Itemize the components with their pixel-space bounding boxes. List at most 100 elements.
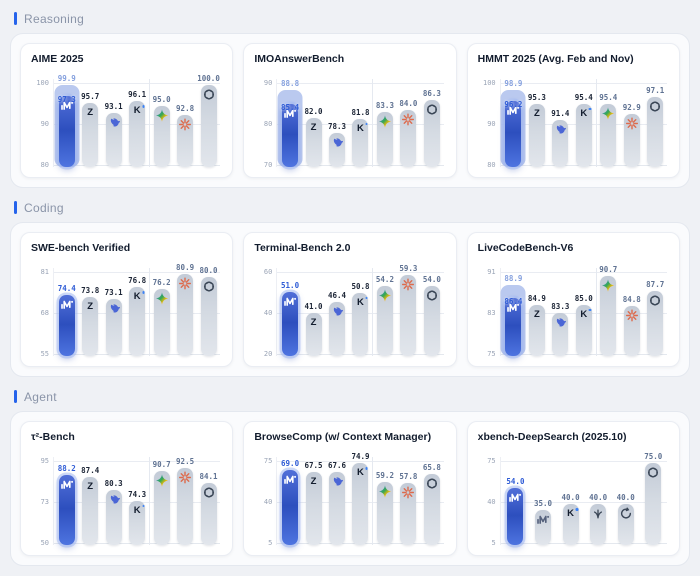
bar-slot: 80.3 — [102, 447, 125, 545]
y-tick-label: 95 — [40, 457, 49, 465]
deepseek-logo-icon — [331, 305, 344, 318]
value-label: 54.2 — [375, 274, 394, 284]
chart-card-imoanswerbench: IMOAnswerBench 90 80 70 88.8 85.4 Z 82.0 78.3 K 81… — [243, 43, 457, 178]
bar-slot: 84.1 — [197, 447, 220, 545]
bar — [376, 112, 393, 167]
y-tick-label: 90 — [487, 120, 496, 128]
bar — [623, 305, 640, 356]
gridline — [276, 83, 444, 84]
bar-slot: K 96.1 — [125, 69, 148, 167]
bar-slot: 69.0 — [278, 447, 301, 545]
value-label: 92.9 — [622, 103, 641, 113]
bar-slot: 40.0 — [612, 447, 640, 545]
gridline — [499, 272, 667, 273]
value-label: 87.4 — [81, 465, 100, 475]
chart-card-xbench-deepsearch-2025-10: xbench-DeepSearch (2025.10) 75 40 5 54.0 35.0… — [466, 421, 680, 556]
claude-logo-icon — [625, 309, 638, 322]
bar-slot: 54.2 — [373, 258, 396, 356]
y-axis-line — [53, 79, 54, 167]
chart-plot: 100 90 80 98.9 96.2 Z 95.3 91.4 K 95.4 95.4 92.9 97.… — [478, 69, 669, 169]
y-tick-label: 40 — [263, 309, 273, 317]
ghost-value-label: 88.9 — [504, 273, 523, 283]
value-label: 74.3 — [128, 489, 147, 499]
claude-logo-icon — [402, 486, 415, 499]
value-label: 96.2 — [504, 99, 523, 109]
bar: Z — [82, 296, 99, 356]
cycle-logo-icon — [619, 507, 632, 520]
bar-slot: Z 82.0 — [302, 69, 325, 167]
value-label: 59.2 — [375, 470, 394, 480]
chart-plot: 100 90 80 99.9 97.3 Z 95.7 93.1 K 96.1 95.0 92.8 100… — [31, 69, 222, 169]
value-label: 40.0 — [616, 493, 635, 502]
bar-slot: 80.9 — [173, 258, 196, 356]
bar: Z — [305, 471, 322, 545]
bar — [600, 103, 617, 167]
bar — [623, 114, 640, 167]
chart-title: BrowseComp (w/ Context Manager) — [254, 431, 432, 443]
section-reasoning: Reasoning AIME 2025 100 90 80 99.9 97.3 Z 95.7 93… — [10, 10, 690, 188]
value-label: 78.3 — [327, 121, 347, 131]
value-label: 90.7 — [599, 264, 618, 274]
bar-slot: 35.0 — [529, 447, 557, 545]
chart-card-livecodebench-v6: LiveCodeBench-V6 91 83 75 88.9 86.4 Z 84.9 83.3 K… — [466, 232, 680, 367]
bar — [617, 504, 634, 545]
bar-slot: K 81.8 — [349, 69, 372, 167]
chart-plot: 95 73 50 88.2 Z 87.4 80.3 K 74.3 90.7 92.5 84.1 — [31, 447, 222, 547]
bar-slot: 73.1 — [102, 258, 125, 356]
value-label: 85.0 — [574, 293, 593, 303]
y-axis-line — [499, 457, 501, 545]
openai-logo-icon — [649, 294, 662, 307]
bar-slot: 92.5 — [173, 447, 196, 545]
y-tick-label: 80 — [263, 120, 273, 128]
bar-slot: 65.8 — [420, 447, 443, 545]
gemini-logo-icon — [378, 115, 392, 129]
bar-slot: K 85.0 — [572, 258, 595, 356]
chart-title: HMMT 2025 (Avg. Feb and Nov) — [477, 53, 634, 65]
minimax-logo-icon — [60, 298, 73, 311]
minimax-logo-icon — [60, 478, 73, 491]
section-accent-bar — [14, 12, 17, 25]
value-label: 81.8 — [351, 107, 370, 117]
value-label: 67.6 — [327, 460, 347, 470]
bar — [400, 109, 417, 167]
section-label: Coding — [24, 200, 64, 215]
kimi-logo-icon: K — [577, 308, 592, 321]
value-label: 80.0 — [199, 266, 218, 276]
y-axis-line — [53, 457, 54, 545]
kimi-logo-icon: K — [131, 504, 145, 517]
y-axis-line — [276, 457, 278, 545]
deepseek-logo-icon — [554, 123, 567, 136]
section-label: Reasoning — [24, 11, 85, 26]
bar-slot: 92.8 — [173, 69, 196, 167]
group-divider — [372, 268, 374, 356]
claude-logo-icon — [625, 117, 638, 130]
bar-slot: K 76.8 — [125, 258, 148, 356]
y-tick-label: 55 — [40, 350, 49, 358]
y-tick-label: 75 — [487, 457, 496, 465]
bar — [600, 275, 617, 356]
bar-slot: 92.9 — [620, 69, 643, 167]
value-label: 65.8 — [422, 462, 441, 472]
bar-slot: 59.3 — [397, 258, 420, 356]
chart-title: LiveCodeBench-V6 — [477, 242, 574, 254]
zai-logo-icon: Z — [87, 106, 94, 118]
bar — [105, 298, 122, 356]
bar: Z — [82, 102, 99, 167]
highlight-bar — [282, 292, 299, 356]
value-label: 93.1 — [104, 102, 123, 112]
bar: K — [352, 463, 369, 545]
y-axis-line — [276, 79, 278, 167]
highlight-bar — [505, 100, 522, 167]
bar: Z — [528, 305, 545, 356]
value-label: 73.1 — [104, 287, 123, 297]
kimi-logo-icon: K — [577, 107, 592, 120]
chart-title: IMOAnswerBench — [254, 53, 345, 65]
bar-slot: 87.7 — [643, 258, 666, 356]
group-divider — [148, 457, 150, 545]
value-label: 86.3 — [422, 89, 441, 99]
bar-slot: 51.0 — [278, 258, 301, 356]
deepseek-logo-icon — [331, 136, 344, 149]
highlight-bar — [282, 470, 299, 545]
bars-area: 88.2 Z 87.4 80.3 K 74.3 90.7 92.5 84.1 — [55, 447, 220, 545]
bars-area: 74.4 Z 73.8 73.1 K 76.8 76.2 80.9 80.0 — [55, 258, 220, 356]
